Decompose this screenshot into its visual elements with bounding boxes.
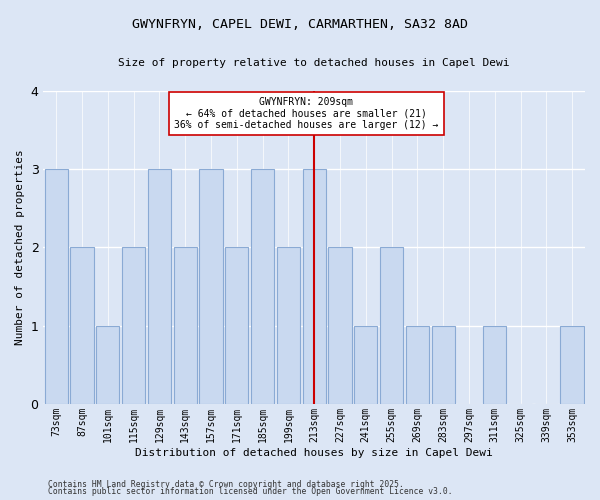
X-axis label: Distribution of detached houses by size in Capel Dewi: Distribution of detached houses by size … bbox=[136, 448, 493, 458]
Bar bbox=[225, 247, 248, 404]
Bar bbox=[354, 326, 377, 404]
Bar bbox=[406, 326, 429, 404]
Bar bbox=[251, 169, 274, 404]
Text: GWYNFRYN: 209sqm
← 64% of detached houses are smaller (21)
36% of semi-detached : GWYNFRYN: 209sqm ← 64% of detached house… bbox=[174, 97, 439, 130]
Bar bbox=[380, 247, 403, 404]
Bar bbox=[431, 326, 455, 404]
Bar bbox=[199, 169, 223, 404]
Title: Size of property relative to detached houses in Capel Dewi: Size of property relative to detached ho… bbox=[118, 58, 510, 68]
Text: Contains public sector information licensed under the Open Government Licence v3: Contains public sector information licen… bbox=[48, 488, 452, 496]
Y-axis label: Number of detached properties: Number of detached properties bbox=[15, 150, 25, 345]
Text: Contains HM Land Registry data © Crown copyright and database right 2025.: Contains HM Land Registry data © Crown c… bbox=[48, 480, 404, 489]
Bar bbox=[483, 326, 506, 404]
Bar bbox=[70, 247, 94, 404]
Bar bbox=[96, 326, 119, 404]
Bar bbox=[45, 169, 68, 404]
Bar bbox=[173, 247, 197, 404]
Bar bbox=[148, 169, 171, 404]
Bar bbox=[328, 247, 352, 404]
Bar bbox=[122, 247, 145, 404]
Bar bbox=[277, 247, 300, 404]
Text: GWYNFRYN, CAPEL DEWI, CARMARTHEN, SA32 8AD: GWYNFRYN, CAPEL DEWI, CARMARTHEN, SA32 8… bbox=[132, 18, 468, 30]
Bar bbox=[302, 169, 326, 404]
Bar bbox=[560, 326, 584, 404]
